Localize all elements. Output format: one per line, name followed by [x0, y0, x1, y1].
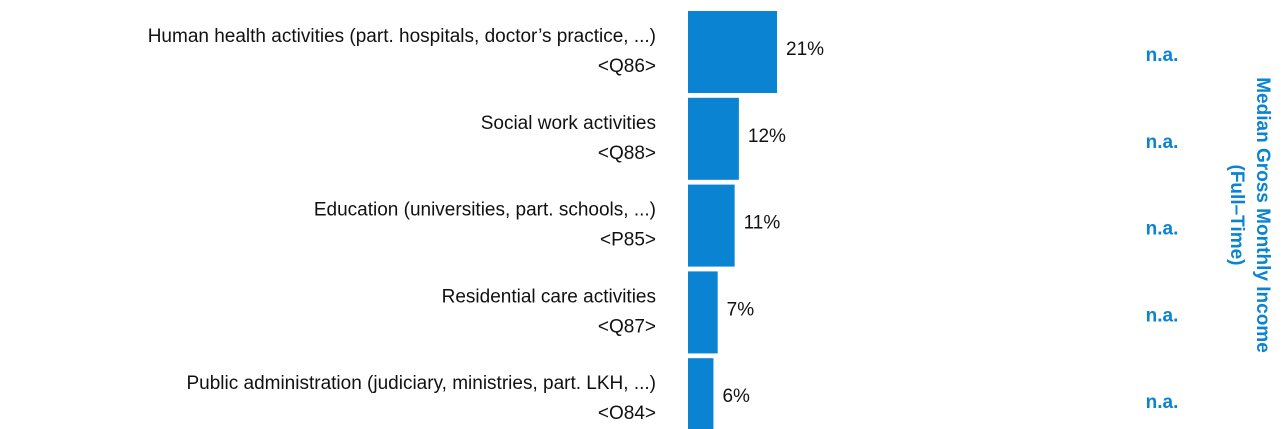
category-code: <Q88> — [598, 143, 656, 164]
category-label: Education (universities, part. schools, … — [314, 200, 656, 221]
value-label: 11% — [744, 213, 781, 234]
category-label: Residential care activities — [442, 286, 656, 307]
value-label: 6% — [722, 386, 750, 407]
category-label: Social work activities — [481, 113, 656, 134]
bar — [688, 358, 714, 429]
bar — [688, 11, 778, 93]
category-label: Public administration (judiciary, minist… — [186, 373, 656, 394]
bar — [688, 271, 718, 354]
median-axis-label: (Full–Time) — [1226, 165, 1247, 266]
category-code: <P85> — [600, 230, 656, 251]
bar — [688, 97, 739, 180]
median-value: n.a. — [1146, 132, 1179, 153]
bar — [688, 184, 735, 267]
median-value: n.a. — [1146, 392, 1179, 413]
category-label: Human health activities (part. hospitals… — [148, 26, 656, 47]
median-value: n.a. — [1146, 305, 1179, 326]
category-code: <Q87> — [598, 316, 656, 337]
category-code: <Q86> — [598, 56, 656, 77]
category-code: <O84> — [598, 403, 656, 424]
value-label: 21% — [786, 39, 824, 60]
median-value: n.a. — [1146, 45, 1179, 66]
value-label: 12% — [748, 126, 786, 147]
median-axis-label: Median Gross Monthly Income — [1252, 77, 1273, 353]
median-value: n.a. — [1146, 219, 1179, 240]
value-label: 7% — [727, 299, 755, 320]
